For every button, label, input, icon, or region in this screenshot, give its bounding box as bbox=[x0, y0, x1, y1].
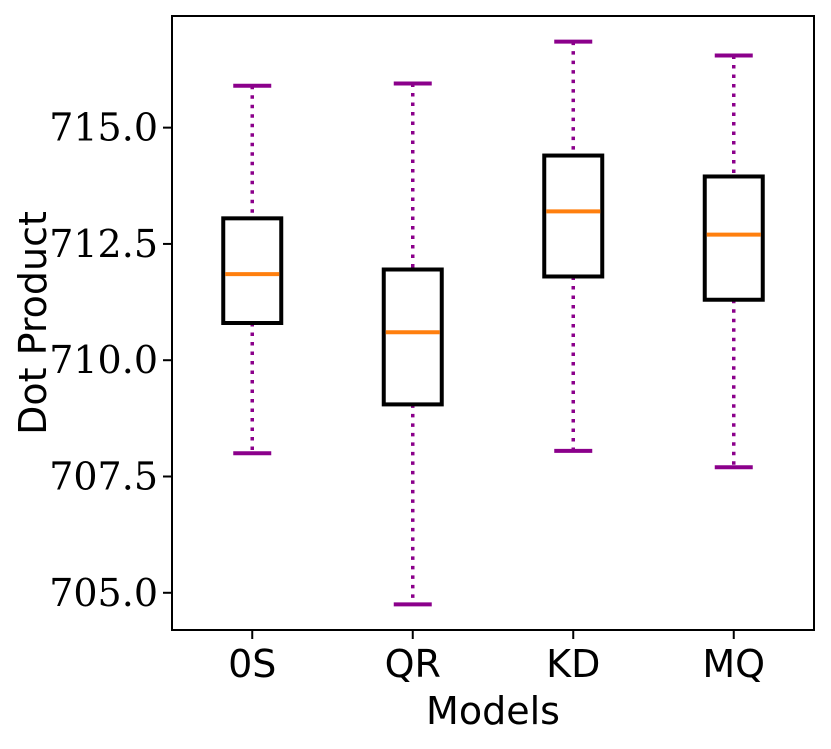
x-tick-label-kd: KD bbox=[546, 642, 600, 686]
x-axis-title: Models bbox=[426, 689, 560, 733]
y-axis: 705.0 707.5 710.0 712.5 715.0 bbox=[49, 106, 172, 615]
box-kd bbox=[542, 39, 605, 453]
x-tick-label-qr: QR bbox=[385, 642, 441, 686]
iqr-box bbox=[702, 174, 765, 302]
box-mq bbox=[702, 53, 765, 470]
x-tick-label-mq: MQ bbox=[702, 642, 765, 686]
y-tick-label: 715.0 bbox=[49, 106, 158, 150]
y-tick-label: 712.5 bbox=[49, 222, 158, 266]
box-qr bbox=[381, 81, 444, 607]
y-axis-title: Dot Product bbox=[11, 211, 55, 435]
y-tick-label: 705.0 bbox=[49, 571, 158, 615]
boxes-group bbox=[221, 39, 765, 607]
x-axis: 0S QR KD MQ bbox=[228, 630, 765, 686]
iqr-box bbox=[221, 216, 284, 325]
y-tick-label: 710.0 bbox=[49, 338, 158, 382]
y-tick-label: 707.5 bbox=[49, 455, 158, 499]
box-0s bbox=[221, 83, 284, 456]
iqr-box bbox=[542, 153, 605, 279]
x-tick-label-0s: 0S bbox=[228, 642, 276, 686]
iqr-box bbox=[381, 267, 444, 407]
plot-frame bbox=[171, 15, 815, 631]
